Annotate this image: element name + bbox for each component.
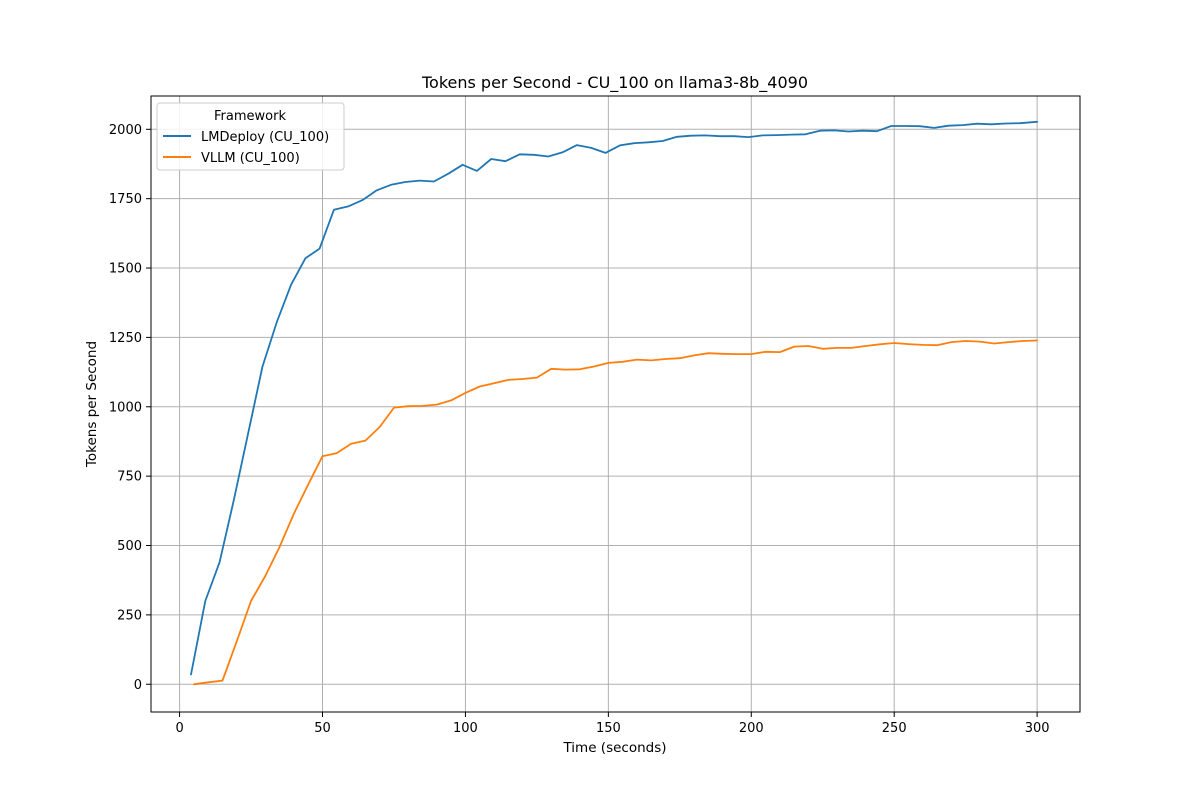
legend: Framework LMDeploy (CU_100) VLLM (CU_100… <box>156 102 345 171</box>
x-tick-label: 100 <box>453 721 478 736</box>
x-tick-label: 200 <box>739 721 764 736</box>
y-tick-label: 1750 <box>109 192 142 207</box>
series-layer <box>190 120 1038 686</box>
y-tick-label: 1500 <box>109 262 142 277</box>
x-tick-label: 50 <box>314 721 331 736</box>
y-tick-label: 1250 <box>109 331 142 346</box>
y-tick-label: 250 <box>117 608 142 623</box>
x-tick-label: 0 <box>175 721 183 736</box>
y-tick-label: 0 <box>134 678 142 693</box>
x-tick-label: 300 <box>1025 721 1050 736</box>
x-tick-label: 150 <box>596 721 621 736</box>
x-tick-label: 250 <box>882 721 907 736</box>
legend-label-vllm: VLLM (CU_100) <box>201 151 300 166</box>
y-tick-label: 750 <box>117 470 142 485</box>
legend-box <box>156 102 345 171</box>
legend-title: Framework <box>214 109 286 124</box>
chart-title: Tokens per Second - CU_100 on llama3-8b_… <box>421 73 808 93</box>
y-tick-label: 2000 <box>109 123 142 138</box>
legend-label-lmdeploy: LMDeploy (CU_100) <box>201 130 329 145</box>
y-axis-label: Tokens per Second <box>84 341 100 468</box>
plot-area-frame <box>150 95 1081 713</box>
x-axis-label: Time (seconds) <box>562 740 666 756</box>
y-axis: 0 250 500 750 1000 1250 1500 1750 2000 <box>109 123 151 693</box>
x-axis: 0 50 100 150 200 250 300 <box>175 712 1050 736</box>
series-line-vllm <box>192 339 1038 686</box>
y-tick-label: 500 <box>117 539 142 554</box>
series-line-lmdeploy <box>190 120 1038 676</box>
grid <box>151 96 1080 712</box>
y-tick-label: 1000 <box>109 400 142 415</box>
